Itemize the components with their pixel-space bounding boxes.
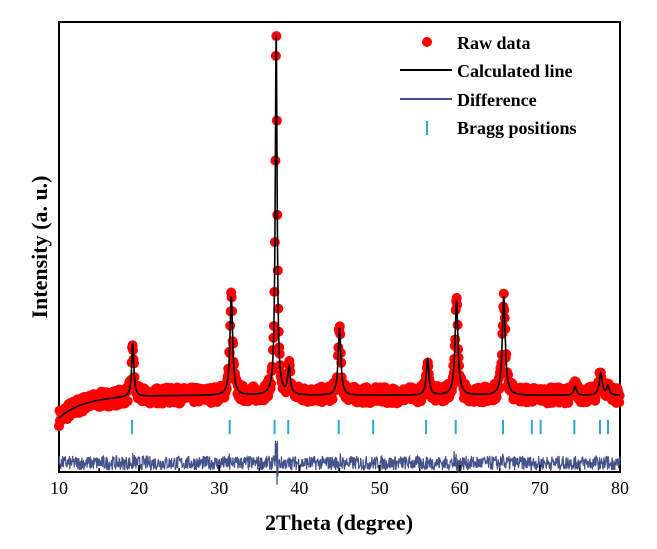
raw-data-point — [327, 394, 338, 405]
x-axis-label: 2Theta (degree) — [265, 510, 413, 535]
x-axis-ticks: 10 20 30 40 50 60 70 80 — [50, 465, 629, 498]
legend-raw-marker — [422, 37, 432, 47]
legend-raw-label: Raw data — [457, 33, 531, 53]
raw-data-series — [54, 31, 625, 432]
legend-difference-label: Difference — [457, 90, 537, 110]
x-tick-label: 30 — [210, 478, 228, 498]
x-tick-label: 80 — [611, 478, 629, 498]
x-tick-label: 20 — [130, 478, 148, 498]
legend-calc-label: Calculated line — [457, 61, 573, 81]
raw-data-point — [334, 321, 345, 332]
x-tick-label: 60 — [451, 478, 469, 498]
bragg-positions-series — [130, 419, 609, 435]
raw-data-point — [494, 383, 505, 394]
raw-data-point — [491, 392, 502, 403]
y-axis-label: Intensity (a. u.) — [27, 175, 52, 318]
legend: Raw data Calculated line Difference Brag… — [400, 33, 577, 138]
x-tick-label: 50 — [371, 478, 389, 498]
raw-data-point — [498, 288, 509, 299]
legend-bragg-label: Bragg positions — [457, 118, 577, 138]
x-tick-label: 40 — [290, 478, 308, 498]
x-tick-label: 10 — [50, 478, 68, 498]
calculated-line — [58, 34, 621, 419]
x-tick-label: 70 — [531, 478, 549, 498]
raw-data-point — [330, 385, 341, 396]
difference-line — [58, 440, 621, 485]
raw-data-point — [122, 396, 133, 407]
